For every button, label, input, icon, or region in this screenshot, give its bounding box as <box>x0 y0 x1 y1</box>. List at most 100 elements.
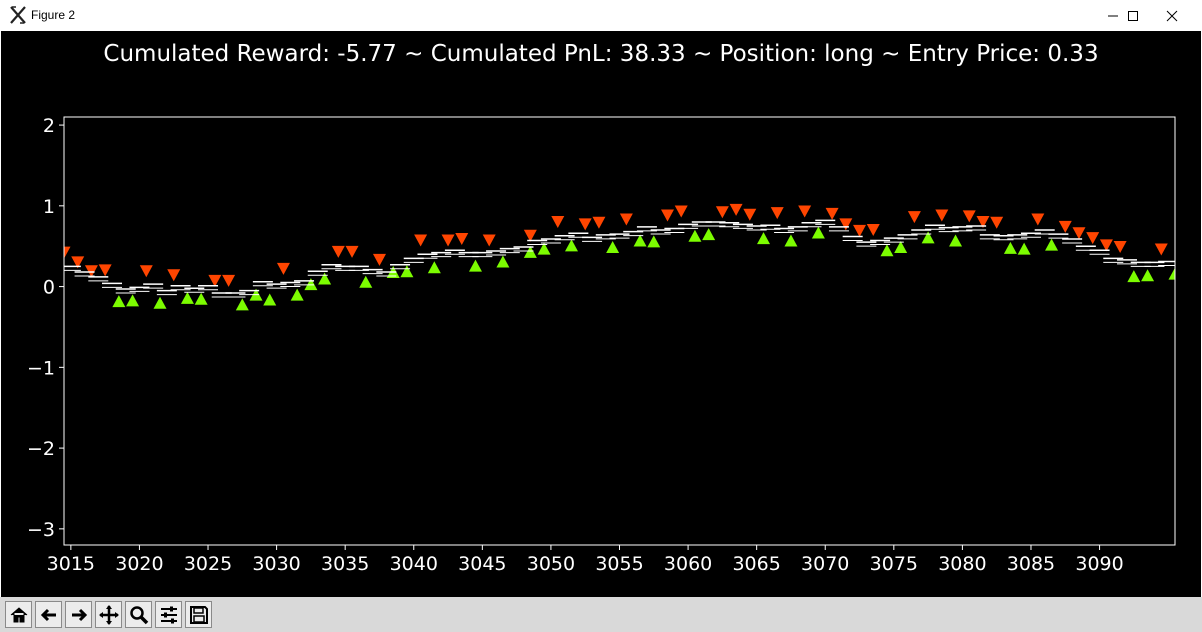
price-mark <box>527 239 548 246</box>
price-mark <box>815 219 836 225</box>
zoom-icon <box>129 605 148 624</box>
sell-marker <box>907 211 921 224</box>
buy-marker <box>537 242 551 255</box>
price-mark <box>198 285 219 291</box>
price-mark <box>1116 259 1137 265</box>
sell-marker <box>976 215 990 228</box>
sell-marker <box>578 218 592 231</box>
price-mark <box>307 270 328 276</box>
price-mark <box>1007 234 1028 240</box>
x-tick-label: 3065 <box>732 553 780 575</box>
y-tick-label: 1 <box>43 196 55 218</box>
x-tick-label: 3085 <box>1007 553 1055 575</box>
x-tick-label: 3050 <box>527 553 575 575</box>
y-tick-label: 0 <box>43 277 55 299</box>
buy-marker <box>949 234 963 247</box>
buy-marker <box>263 293 277 306</box>
maximize-button[interactable] <box>1113 0 1153 31</box>
price-mark <box>143 283 164 289</box>
pan-icon <box>98 604 119 625</box>
sell-marker <box>825 207 839 220</box>
y-tick-label: −2 <box>27 438 55 460</box>
sell-marker <box>798 205 812 218</box>
configure-subplots-button[interactable] <box>155 601 182 628</box>
x-tick-label: 3015 <box>47 553 95 575</box>
price-mark <box>1144 261 1165 267</box>
minimize-button[interactable] <box>1093 0 1133 31</box>
price-mark <box>760 224 781 230</box>
price-mark <box>1089 249 1110 255</box>
sell-marker <box>1031 213 1045 226</box>
price-mark <box>417 253 438 259</box>
close-button[interactable] <box>1152 0 1192 31</box>
sell-marker <box>98 264 112 277</box>
price-mark <box>362 268 383 275</box>
price-mark <box>102 282 123 288</box>
chart: Cumulated Reward: -5.77 ~ Cumulated PnL:… <box>27 41 1176 575</box>
buy-marker <box>496 255 510 268</box>
plot-frame <box>63 116 1176 546</box>
buy-marker <box>688 229 702 242</box>
price-mark <box>444 249 465 255</box>
buy-marker <box>194 292 208 305</box>
sell-marker <box>770 207 784 220</box>
zoom-button[interactable] <box>125 601 152 628</box>
sell-marker <box>71 256 85 269</box>
buy-marker <box>1003 241 1017 254</box>
forward-button[interactable] <box>65 601 92 628</box>
x-tick-label: 3040 <box>390 553 438 575</box>
home-icon <box>10 606 27 622</box>
buy-marker <box>1017 242 1031 255</box>
x-tick-label: 3045 <box>458 553 506 575</box>
sell-marker <box>1086 232 1100 245</box>
price-mark <box>252 280 273 287</box>
price-mark <box>993 234 1014 241</box>
sell-marker <box>592 216 606 229</box>
chart-title: Cumulated Reward: -5.77 ~ Cumulated PnL:… <box>103 41 1098 67</box>
price-mark <box>979 234 1000 240</box>
sell-marker <box>208 274 222 287</box>
price-mark <box>883 237 904 243</box>
sell-marker <box>674 205 688 218</box>
sell-marker <box>1154 243 1168 256</box>
price-mark <box>431 251 452 258</box>
price-mark <box>719 222 740 228</box>
price-mark <box>1103 257 1124 263</box>
pan-button[interactable] <box>95 601 122 628</box>
price-mark <box>540 238 561 244</box>
price-mark <box>1048 233 1069 239</box>
price-mark <box>376 271 397 277</box>
sell-marker <box>715 206 729 219</box>
sell-marker <box>962 210 976 223</box>
buy-marker <box>359 275 373 288</box>
price-mark <box>499 247 520 254</box>
y-tick-label: 2 <box>43 115 55 137</box>
price-mark <box>225 292 246 298</box>
price-mark <box>156 289 177 296</box>
price-mark <box>842 235 863 242</box>
x-tick-label: 3075 <box>870 553 918 575</box>
price-mark <box>828 226 849 232</box>
x-tick-label: 3070 <box>801 553 849 575</box>
sell-marker <box>1099 239 1113 252</box>
x-tick-label: 3020 <box>115 553 163 575</box>
price-mark <box>678 223 699 229</box>
save-button[interactable] <box>185 601 212 628</box>
buy-marker <box>318 272 332 285</box>
price-mark <box>650 229 671 235</box>
buy-marker <box>1045 238 1059 251</box>
buy-marker <box>427 261 441 274</box>
home-button[interactable] <box>5 601 32 628</box>
buy-marker <box>880 244 894 257</box>
price-mark <box>582 236 603 242</box>
price-mark <box>801 222 822 228</box>
buy-marker <box>304 278 318 291</box>
sell-marker <box>331 245 345 258</box>
buy-marker <box>112 295 126 308</box>
buy-marker <box>921 231 935 244</box>
x-tick-label: 3035 <box>321 553 369 575</box>
back-button[interactable] <box>35 601 62 628</box>
price-mark <box>924 224 945 230</box>
sell-marker <box>1058 220 1072 233</box>
buy-marker <box>647 235 661 248</box>
